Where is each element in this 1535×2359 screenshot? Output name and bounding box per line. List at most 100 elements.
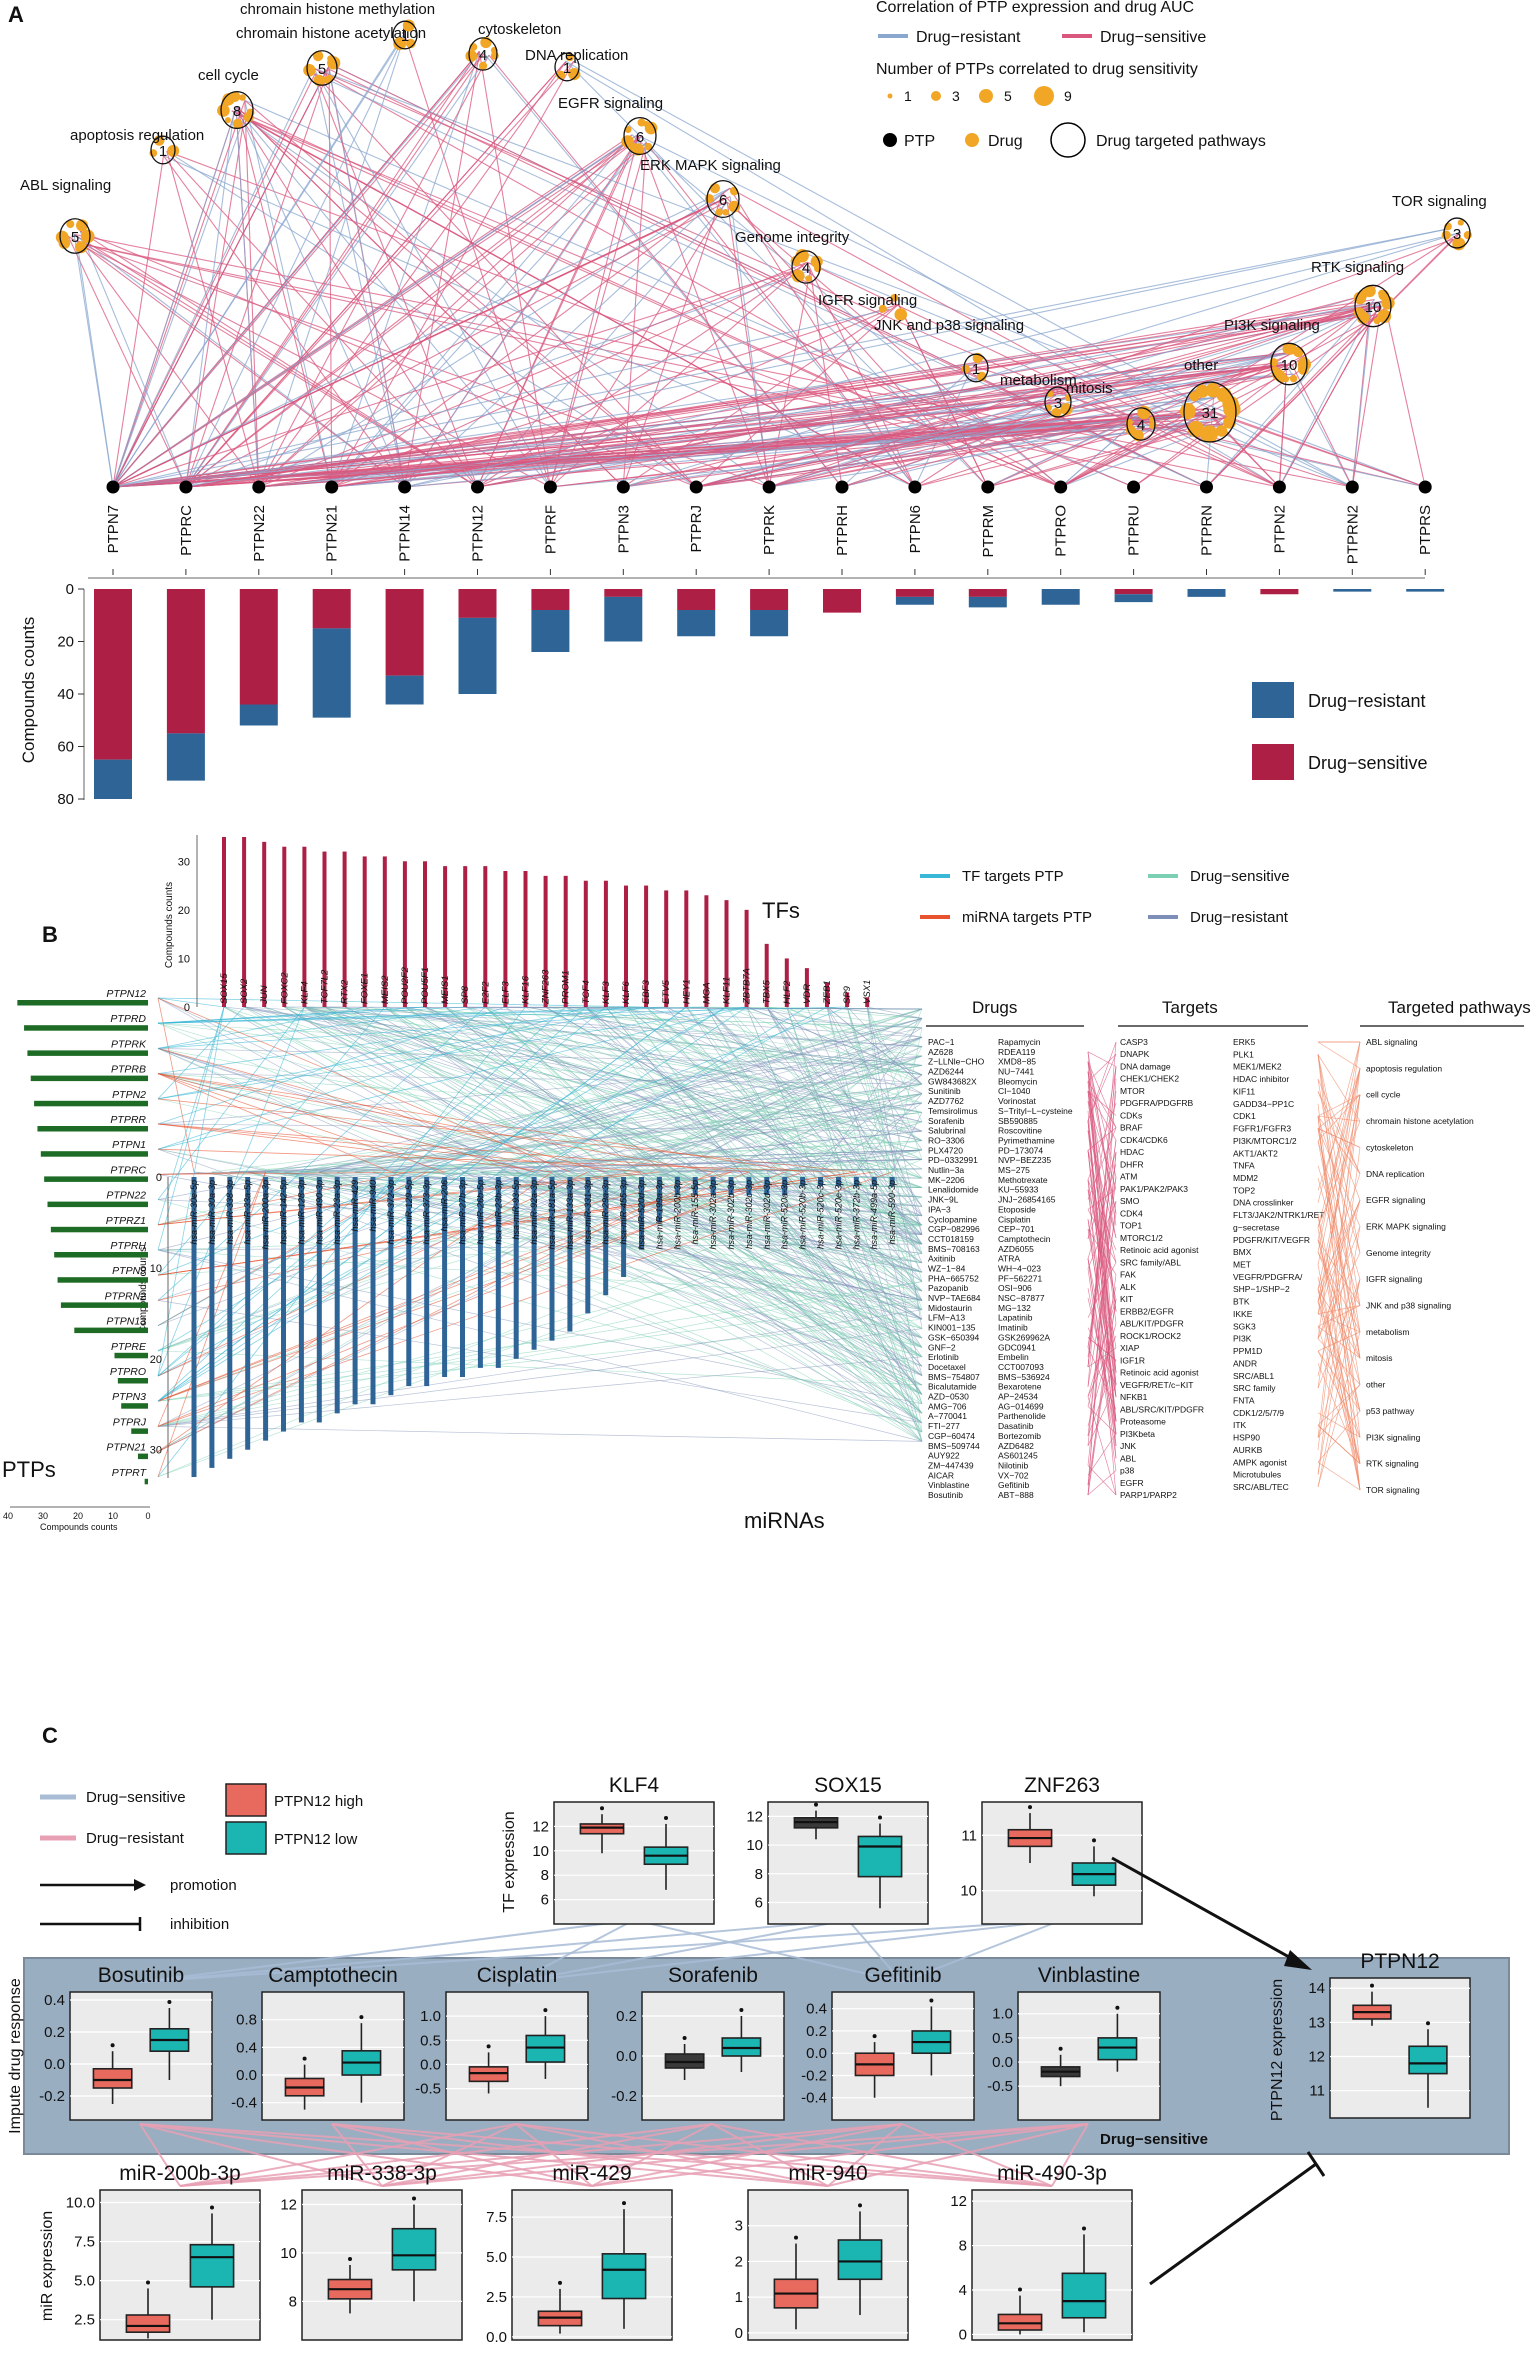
- boxplot-znf263: 10 11 ZNF263: [960, 1774, 1143, 1925]
- b-link-302: [565, 1006, 923, 1170]
- pathway-circle-egfr-signaling: [623, 116, 657, 156]
- a-link-134: [622, 192, 724, 488]
- ytick-bosutinib-0-4: 0.4: [44, 1992, 65, 2009]
- a-link-159: [1057, 401, 1426, 488]
- drug-c1-6: AZD7762: [928, 1096, 964, 1106]
- a-link-8: [73, 233, 405, 488]
- ptp-bar-ptprj: [131, 1428, 148, 1434]
- b-link-416: [766, 1006, 923, 1029]
- c-mir-link-14: [139, 2123, 383, 2187]
- outlier-bosutinib-0: [110, 2043, 115, 2048]
- outlier-sorafenib-0: [682, 2036, 687, 2040]
- outlier-camptothecin-1: [359, 2015, 364, 2020]
- ptp-b-label-ptpn1: PTPN1: [112, 1139, 146, 1151]
- dt-link-84: [1087, 1258, 1117, 1398]
- a-link-123: [729, 196, 770, 488]
- b-link-240: [337, 1171, 923, 1376]
- a-bar-sensitive-ptprk: [750, 589, 789, 610]
- drug-node-other-1: [1215, 425, 1228, 437]
- b-pathway-rtk-signaling: RTK signaling: [1366, 1459, 1419, 1469]
- b-reg-link-443: [157, 1171, 266, 1175]
- legend-size-1: [887, 93, 893, 99]
- outlier-znf263-1: [1092, 1838, 1096, 1843]
- dt-link-80: [1087, 1066, 1117, 1240]
- target-c1-22: ERBB2/EGFR: [1120, 1306, 1174, 1316]
- pathway-label-dna-replication: DNA replication: [525, 47, 628, 64]
- mir-label-hsa-mir-155-5p: hsa-miR-155-5p: [690, 1180, 700, 1245]
- drug-node-erk-mapk-signaling-4: [705, 194, 714, 204]
- a-link-17: [112, 155, 165, 488]
- mir-bar-hsa-mir-181a-5p: [549, 1177, 555, 1341]
- tf-bar-e2f2: [483, 866, 488, 1007]
- b-link-289: [565, 1006, 923, 1029]
- drug-c2-44: VX−702: [998, 1470, 1029, 1480]
- ptp-b-label-ptpn13: PTPN13: [106, 1316, 146, 1328]
- ptp-node-ptprc: [179, 480, 193, 494]
- b-link-68: [243, 1006, 923, 1433]
- ptp-bar-ptpre: [114, 1352, 148, 1359]
- mir-bar-hsa-mir-93-5p: [513, 1177, 519, 1359]
- drug-c2-46: ABT−888: [998, 1490, 1034, 1500]
- b-link-318: [605, 1171, 923, 1198]
- a-bar-resistant-ptpn14: [385, 675, 424, 705]
- ytick-klf4-8: 8: [541, 1867, 549, 1884]
- box-vinblastine-1: [1097, 2037, 1138, 2061]
- target-c2-6: CDK1: [1233, 1111, 1256, 1121]
- ptp-label-ptprh: PTPRH: [834, 505, 851, 556]
- b-link-218: [157, 1048, 923, 1188]
- mir-bar-hsa-mir-520d-3p: [639, 1177, 644, 1250]
- target-c2-36: SRC/ABL/TEC: [1233, 1482, 1289, 1492]
- title-mir-940: miR-940: [788, 2162, 867, 2185]
- tf-bar-meis2: [382, 856, 387, 1007]
- ytick-bosutinib-0-0: 0.0: [44, 2056, 65, 2073]
- mir-bar-hsa-mir-372b-3p: [853, 1177, 859, 1187]
- b-link-167: [324, 1006, 923, 1188]
- ytick-mir-200b-3p-7-5: 7.5: [74, 2234, 95, 2251]
- target-c1-26: IGF1R: [1120, 1355, 1145, 1365]
- ptp-node-ptprs: [1418, 480, 1432, 494]
- outlier-ptpn12-1: [1426, 2021, 1430, 2026]
- dt-link-66: [1087, 1152, 1117, 1240]
- ptp-b-label-ptpn22: PTPN22: [106, 1190, 146, 1202]
- ytick-sox15-8: 8: [755, 1866, 763, 1883]
- b-link-353: [301, 1018, 923, 1173]
- a-link-91: [258, 61, 567, 488]
- tf-bar-prom1: [563, 875, 568, 1007]
- tp-link-78: [1317, 1041, 1361, 1069]
- tf-label-klf6: KLF6: [621, 981, 632, 1004]
- a-link-0: [67, 236, 187, 488]
- drug-c2-31: GDC0941: [998, 1342, 1036, 1352]
- dt-link-49: [1087, 1150, 1117, 1373]
- ptp-b-label-ptpre: PTPRE: [111, 1341, 147, 1353]
- pathway-label-apoptosis-regulation: apoptosis regulation: [70, 127, 204, 144]
- c-mir-link-36: [901, 2123, 1053, 2187]
- target-c1-3: CHEK1/CHEK2: [1120, 1074, 1179, 1084]
- outlier-ptpn12-0: [1370, 1983, 1374, 1988]
- tf-label-tcf4: TCF4: [581, 980, 592, 1004]
- target-c1-19: FAK: [1120, 1270, 1136, 1280]
- drug-c2-32: Embelin: [998, 1352, 1029, 1362]
- drug-c2-4: Bleomycin: [998, 1076, 1037, 1086]
- b-pathway-tor-signaling: TOR signaling: [1366, 1485, 1420, 1495]
- a-link-254: [696, 363, 1286, 488]
- b-link-257: [712, 1171, 923, 1320]
- b-reg-link-455: [157, 1006, 466, 1024]
- a-link-249: [477, 364, 1285, 488]
- drug-c2-38: Parthenolide: [998, 1411, 1046, 1421]
- box-klf4-0: [579, 1823, 625, 1835]
- tf-label-zbtb7a: ZBTB7A: [742, 968, 753, 1005]
- mir-label-hsa-mir-181a-5p: hsa-miR-181a-5p: [547, 1180, 557, 1250]
- tp-link-87: [1317, 1226, 1361, 1475]
- b-link-280: [157, 1048, 923, 1301]
- drug-c2-6: Vorinostat: [998, 1096, 1036, 1106]
- b-link-320: [390, 1140, 923, 1173]
- drug-node-other-8: [1195, 384, 1209, 398]
- a-link-18: [163, 155, 406, 488]
- tp-link-59: [1317, 1054, 1361, 1306]
- legend-b-sensitive-label: Drug−sensitive: [1190, 868, 1290, 885]
- boxplot-bg-mir-940: [747, 2189, 909, 2341]
- b-link-297: [319, 1036, 923, 1173]
- outlier-mir-490-3p-1: [1082, 2226, 1086, 2231]
- target-c2-22: IKKE: [1233, 1309, 1253, 1319]
- c-mir-link-33: [331, 2123, 1053, 2187]
